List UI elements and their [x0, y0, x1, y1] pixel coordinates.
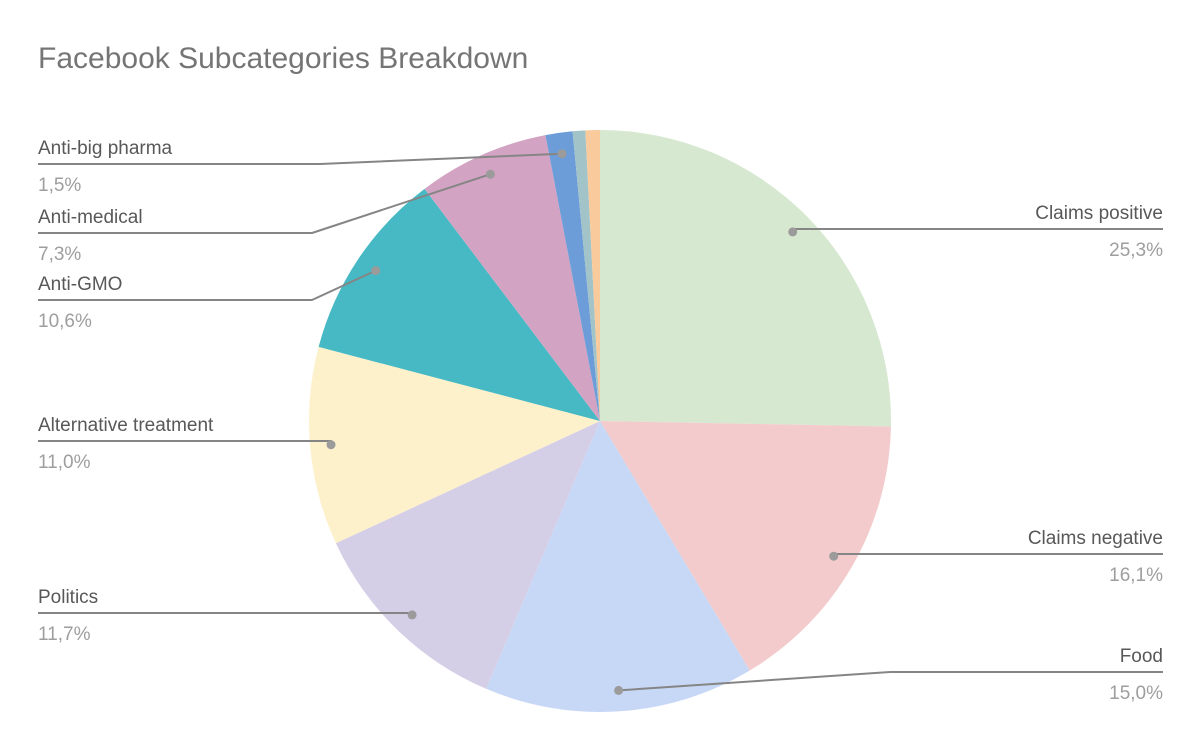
leader-line: [38, 173, 491, 234]
pie-slice-claims-negative[interactable]: [600, 421, 891, 671]
slice-label: Claims negative: [1028, 528, 1163, 549]
leader-dot: [614, 685, 624, 695]
pie-slice-claims-positive[interactable]: [600, 130, 892, 427]
callout-anti-big-pharma: Anti-big pharma 1,5%: [38, 138, 567, 196]
slice-percent: 15,0%: [1109, 683, 1163, 704]
leader-dot: [485, 169, 495, 179]
leader-dot: [829, 551, 839, 561]
slice-percent: 7,3%: [38, 244, 81, 265]
callout-alternative-treatment: Alternative treatment 11,0%: [38, 415, 336, 473]
pie-slice-anti-gmo[interactable]: [318, 188, 600, 421]
leader-dot: [557, 149, 567, 159]
leader-line: [618, 671, 1163, 692]
slice-percent: 25,3%: [1109, 240, 1163, 261]
slice-label: Alternative treatment: [38, 415, 214, 436]
chart-title: Facebook Subcategories Breakdown: [38, 42, 529, 75]
pie-slice-anti-big-pharma[interactable]: [545, 131, 600, 422]
leader-line: [38, 269, 377, 301]
slice-percent: 16,1%: [1109, 565, 1163, 586]
callout-food: Food 15,0%: [614, 646, 1163, 704]
callout-politics: Politics 11,7%: [38, 587, 417, 645]
slice-percent: 11,0%: [38, 452, 91, 473]
slice-label: Anti-medical: [38, 207, 143, 228]
pie-slice-alternative-treatment[interactable]: [308, 346, 600, 544]
pie-slice-food[interactable]: [486, 421, 750, 713]
leader-dot: [407, 610, 417, 620]
pie-slice-unlabeled-1[interactable]: [572, 130, 600, 421]
pie-slice-unlabeled-2[interactable]: [585, 130, 600, 421]
pie-slice-anti-medical[interactable]: [424, 135, 600, 421]
leader-dot: [326, 440, 336, 450]
callout-anti-gmo: Anti-GMO 10,6%: [38, 266, 381, 332]
leader-dot: [371, 266, 381, 276]
callout-claims-positive: Claims positive 25,3%: [788, 203, 1163, 261]
slice-percent: 11,7%: [38, 624, 91, 645]
leader-line: [38, 612, 414, 615]
callout-anti-medical: Anti-medical 7,3%: [38, 169, 495, 265]
slice-label: Claims positive: [1035, 203, 1163, 224]
slice-label: Anti-big pharma: [38, 138, 173, 159]
slice-label: Politics: [38, 587, 98, 608]
slice-percent: 1,5%: [38, 175, 81, 196]
slice-label: Anti-GMO: [38, 274, 122, 295]
slice-percent: 10,6%: [38, 311, 92, 332]
callout-claims-negative: Claims negative 16,1%: [829, 528, 1163, 586]
leader-line: [38, 440, 333, 445]
leader-line: [791, 228, 1163, 232]
leader-line: [832, 553, 1163, 557]
leader-line: [38, 152, 563, 165]
slice-label: Food: [1120, 646, 1163, 667]
leader-dot: [788, 227, 798, 237]
pie-slice-politics[interactable]: [335, 421, 600, 689]
